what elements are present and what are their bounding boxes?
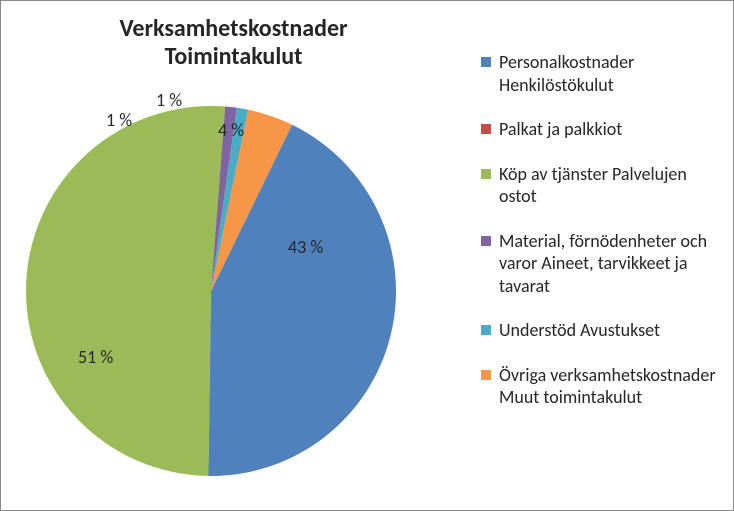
data-label: 51 % [78, 346, 113, 368]
legend: Personalkostnader Henkilöstökulut Palkat… [481, 51, 726, 431]
legend-swatch [481, 370, 491, 380]
legend-label: Understöd Avustukset [499, 319, 726, 342]
pie-chart [11, 101, 411, 501]
legend-item: Köp av tjänster Palvelujen ostot [481, 163, 726, 208]
legend-item: Palkat ja palkkiot [481, 118, 726, 141]
pie-slice [26, 106, 225, 476]
data-label: 1 % [156, 89, 182, 111]
chart-title: Verksamhetskostnader Toimintakulut [1, 15, 466, 70]
legend-swatch [481, 124, 491, 134]
legend-item: Personalkostnader Henkilöstökulut [481, 51, 726, 96]
chart-title-line1: Verksamhetskostnader [1, 15, 466, 43]
legend-swatch [481, 57, 491, 67]
legend-label: Övriga verksamhetskostnader Muut toimint… [499, 364, 726, 409]
pie-svg [11, 101, 411, 501]
legend-swatch [481, 169, 491, 179]
legend-label: Personalkostnader Henkilöstökulut [499, 51, 726, 96]
legend-label: Köp av tjänster Palvelujen ostot [499, 163, 726, 208]
data-label: 1 % [106, 109, 132, 131]
legend-label: Material, förnödenheter och varor Aineet… [499, 230, 726, 298]
legend-swatch [481, 325, 491, 335]
chart-frame: Verksamhetskostnader Toimintakulut Perso… [0, 0, 734, 511]
legend-item: Övriga verksamhetskostnader Muut toimint… [481, 364, 726, 409]
legend-item: Material, förnödenheter och varor Aineet… [481, 230, 726, 298]
legend-item: Understöd Avustukset [481, 319, 726, 342]
legend-label: Palkat ja palkkiot [499, 118, 726, 141]
data-label: 4 % [218, 119, 244, 141]
legend-swatch [481, 236, 491, 246]
data-label: 43 % [288, 236, 323, 258]
chart-title-line2: Toimintakulut [1, 43, 466, 71]
